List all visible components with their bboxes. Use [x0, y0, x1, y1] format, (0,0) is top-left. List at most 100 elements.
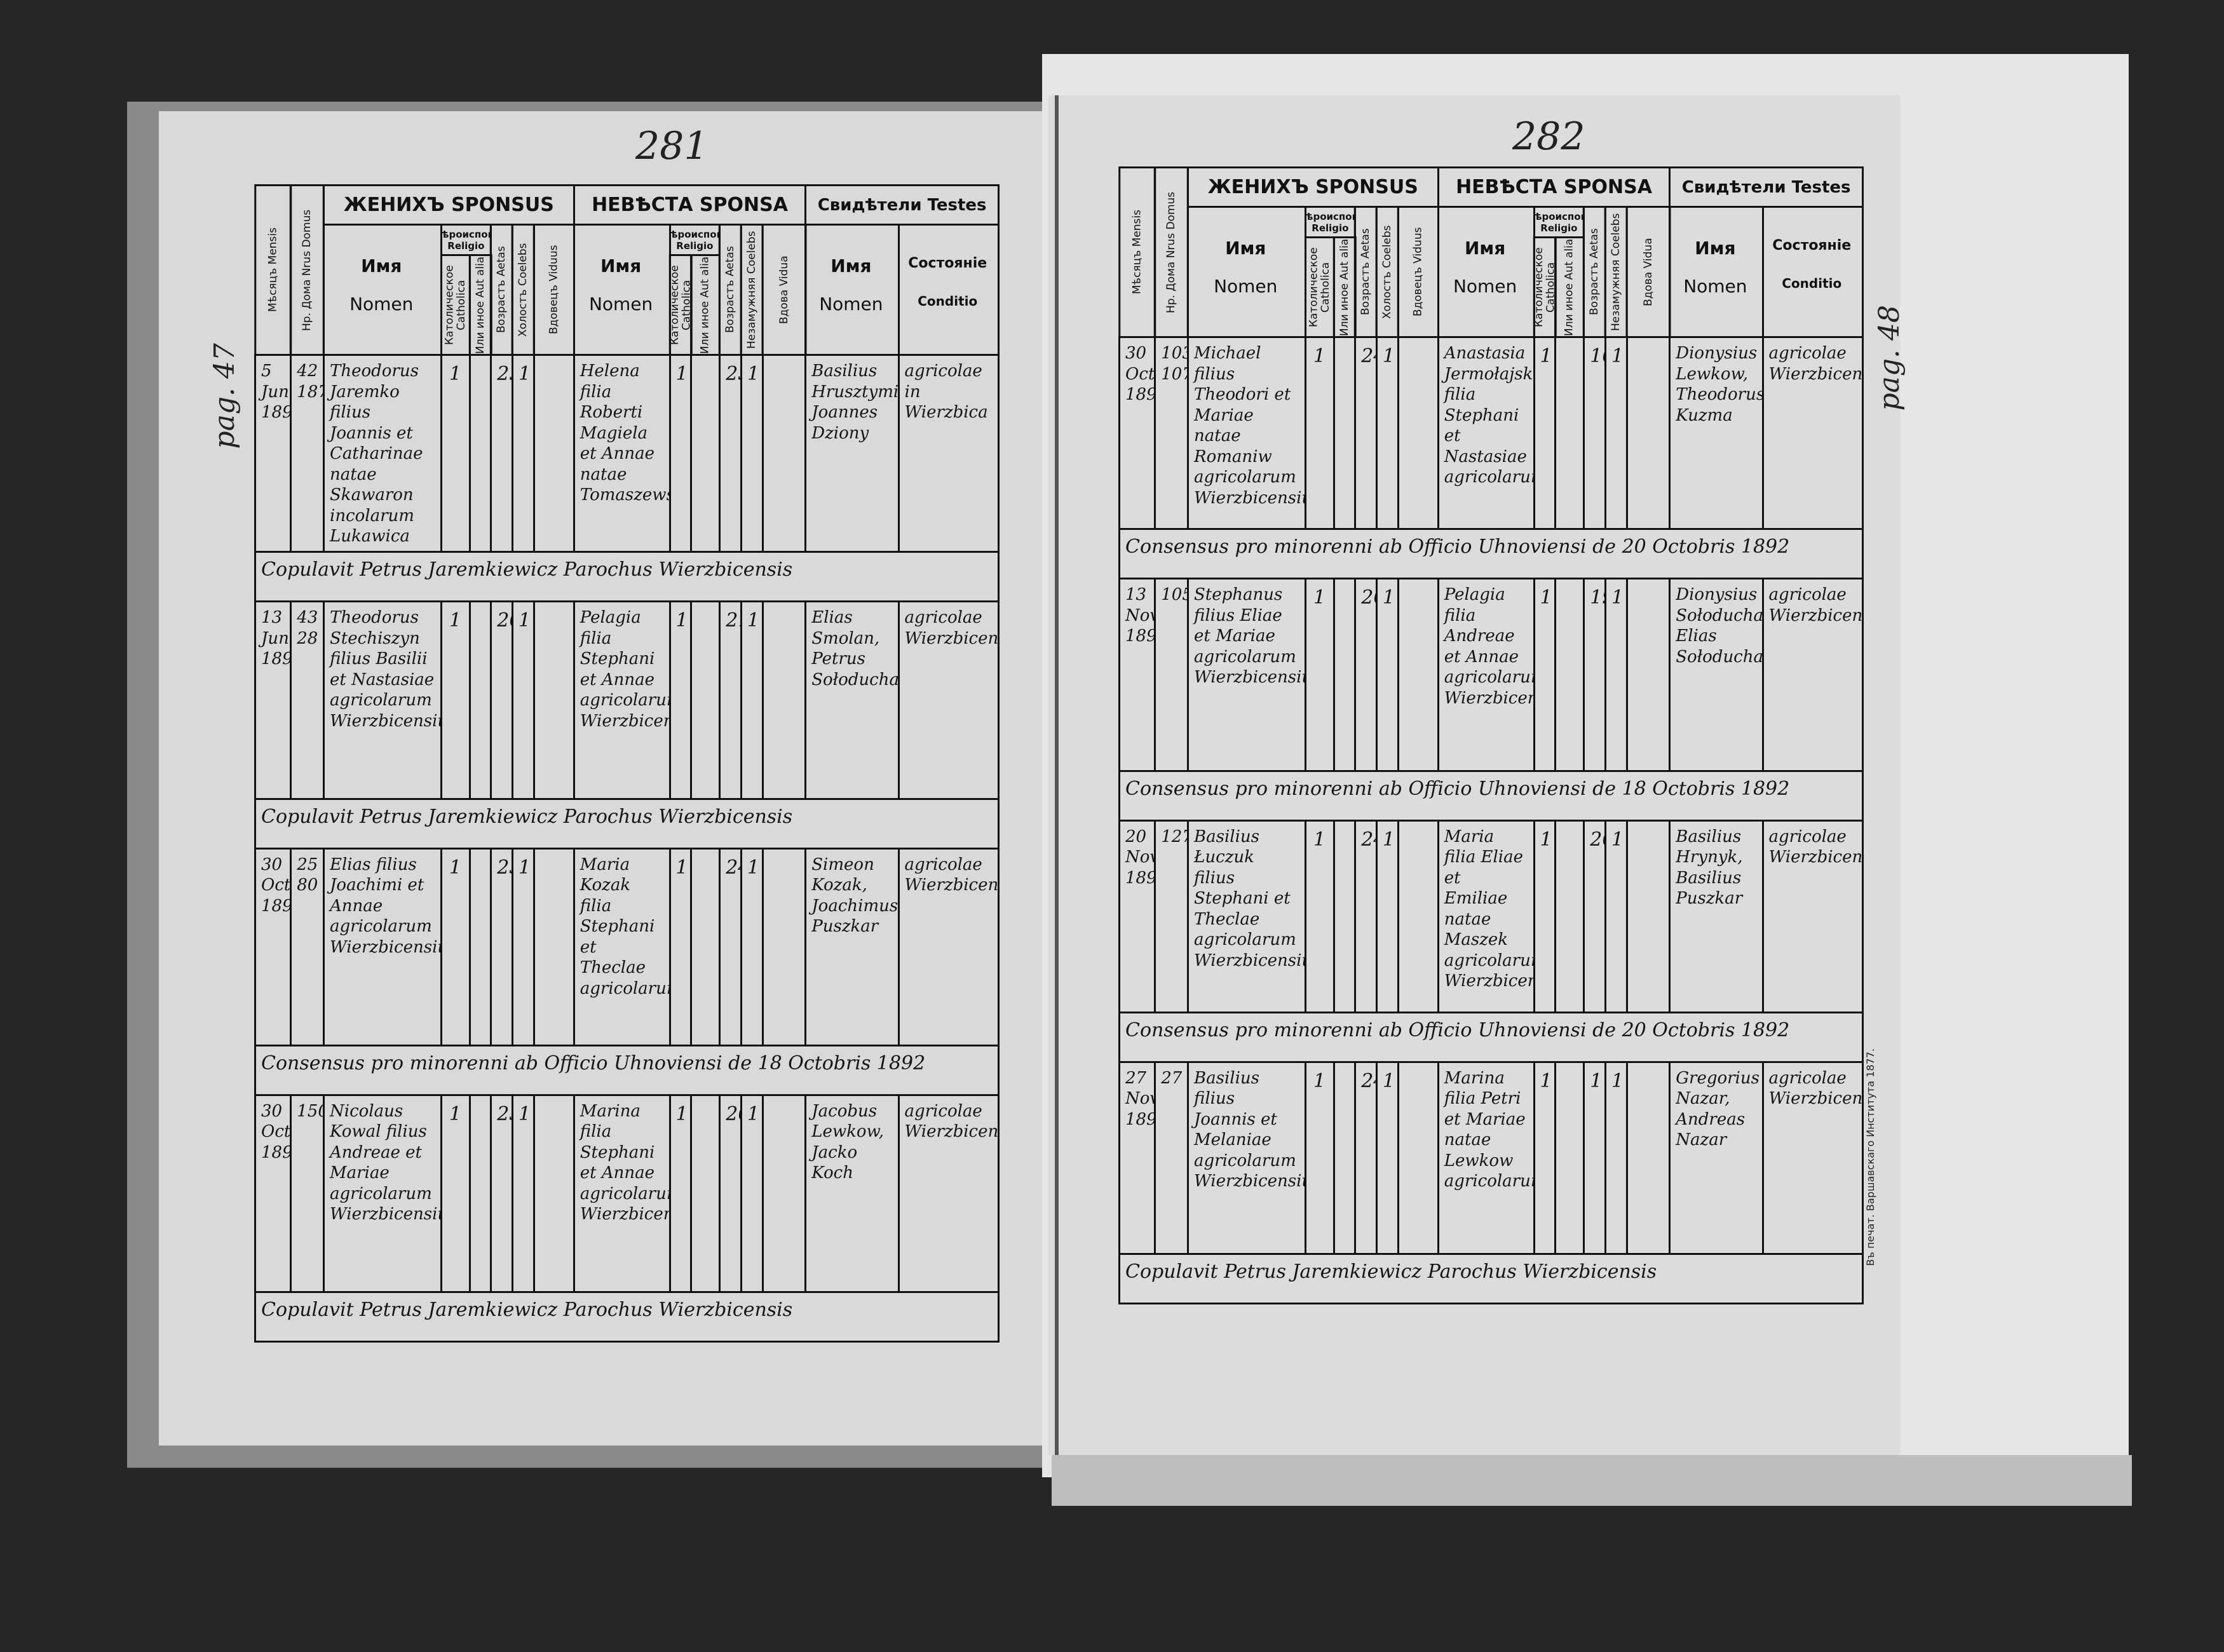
header-name-cell: [804, 224, 900, 356]
entry-month: 30 Octobris 1892: [254, 847, 292, 1046]
entry-witnesses: Basilius Hrynyk, Basilius Puszkar: [1669, 819, 1764, 1013]
entry-empty: [532, 1093, 575, 1293]
left-page: [159, 111, 1061, 1446]
entry-month: 30 Octobris 1892: [1118, 336, 1156, 531]
entry-groom: Theodorus Stechiszyn filius Basilii et N…: [323, 600, 442, 800]
header-religio: Вѣроиспов. Religio: [440, 224, 492, 256]
header-alia: Или иное Aut alia: [1554, 236, 1585, 338]
header-alia: Или иное Aut alia: [1332, 236, 1357, 338]
header-name: Имя: [600, 255, 642, 276]
entry-groom-coelebs: 1: [1376, 819, 1399, 1013]
entry-domus: 25 80: [290, 847, 325, 1046]
header-alia: Или иное Aut alia: [690, 254, 721, 356]
header-nomen: Nomen: [588, 294, 653, 315]
entry-bride-catholica: 1: [1533, 1060, 1557, 1255]
entry-note: Copulavit Petrus Jaremkiewicz Parochus W…: [254, 1291, 1000, 1343]
entry-groom-aetas: 24: [1354, 336, 1378, 531]
header-name-cell: [323, 224, 442, 356]
header-aetas: Возрастъ Aetas: [1583, 206, 1606, 338]
entry-groom: Michael filius Theodori et Mariae natae …: [1187, 336, 1306, 531]
entry-bride-aetas: 16: [1583, 336, 1606, 531]
entry-bride-aetas: 24: [719, 847, 742, 1046]
header-name: Имя: [361, 255, 402, 276]
entry-bride-aetas: 23: [719, 354, 742, 553]
entry-groom-aetas: 23: [490, 847, 513, 1046]
header-name: Имя: [1225, 238, 1266, 259]
entry-groom-coelebs: 1: [512, 847, 535, 1046]
entry-empty: [1625, 819, 1671, 1013]
entry-empty: [1625, 336, 1671, 531]
entry-witnesses: Dionysius Sołoducha, Elias Sołoducha: [1669, 578, 1764, 772]
entry-groom-aetas: 24: [1354, 819, 1378, 1013]
entry-empty: [468, 354, 492, 553]
header-aetas: Возрастъ Aetas: [490, 224, 513, 356]
entry-groom-catholica: 1: [1304, 578, 1335, 772]
entry-domus: 103 107: [1154, 336, 1189, 531]
entry-note: Consensus pro minorenni ab Officio Uhnov…: [254, 1044, 1000, 1096]
entry-groom-coelebs: 1: [1376, 578, 1399, 772]
header-conditio-cell: [897, 224, 1000, 356]
header-nomen: Nomen: [349, 294, 414, 315]
entry-empty: [468, 847, 492, 1046]
entry-groom-coelebs: 1: [1376, 1060, 1399, 1255]
header-sponsa: НЕВѢСТА SPONSA: [573, 184, 807, 226]
entry-empty: [532, 354, 575, 553]
header-sostoyanie: Состояніе: [908, 255, 987, 271]
entry-empty: [1397, 1060, 1439, 1255]
header-catholica: Католическое Catholica: [1533, 236, 1557, 338]
entry-witnesses: Basilius Hrusztymiec, Joannes Dziony: [804, 354, 900, 553]
header-catholica: Католическое Catholica: [440, 254, 471, 356]
entry-groom-catholica: 1: [440, 354, 471, 553]
right-page: [1048, 95, 1900, 1455]
entry-empty: [1397, 819, 1439, 1013]
entry-bride-catholica: 1: [1533, 578, 1557, 772]
entry-empty: [1554, 336, 1585, 531]
entry-domus: 42 187: [290, 354, 325, 553]
header-aetas: Возрастъ Aetas: [1354, 206, 1378, 338]
entry-groom-aetas: 20: [490, 600, 513, 800]
entry-empty: [1625, 578, 1671, 772]
entry-bride-coelebs: 1: [740, 354, 764, 553]
entry-domus: 43 28: [290, 600, 325, 800]
entry-empty: [468, 1093, 492, 1293]
entry-empty: [1397, 336, 1439, 531]
entry-bride: Marina filia Petri et Mariae natae Lewko…: [1437, 1060, 1535, 1255]
entry-month: 5 Junii 1892: [254, 354, 292, 553]
entry-bride-catholica: 1: [1533, 336, 1557, 531]
margin-note: pag. 48: [1873, 305, 1906, 411]
entry-groom-coelebs: 1: [512, 354, 535, 553]
entry-empty: [1397, 578, 1439, 772]
entry-groom-aetas: 25: [490, 354, 513, 553]
entry-note: Copulavit Petrus Jaremkiewicz Parochus W…: [254, 551, 1000, 603]
entry-empty: [690, 600, 721, 800]
header-religio: Вѣроиспов. Religio: [1304, 206, 1357, 238]
entry-bride: Anastasia Jermołajska filia Stephani et …: [1437, 336, 1535, 531]
header-viduus: Вдовецъ Viduus: [1397, 206, 1439, 338]
entry-bride: Helena filia Roberti Magiela et Annae na…: [573, 354, 671, 553]
entry-groom-catholica: 1: [440, 847, 471, 1046]
entry-bride-coelebs: 1: [740, 847, 764, 1046]
entry-bride-aetas: 20: [1583, 819, 1606, 1013]
entry-empty: [1554, 1060, 1585, 1255]
header-religio: Вѣроиспов. Religio: [668, 224, 721, 256]
entry-empty: [1625, 1060, 1671, 1255]
header-name-cell: [573, 224, 671, 356]
entry-domus: 150: [290, 1093, 325, 1293]
header-religio: Вѣроиспов. Religio: [1533, 206, 1585, 238]
entry-witnesses: Dionysius Lewkow, Theodorus Kuzma: [1669, 336, 1764, 531]
entry-groom-aetas: 24: [1354, 1060, 1378, 1255]
header-conditio: Conditio: [1782, 276, 1842, 291]
entry-groom-coelebs: 1: [512, 600, 535, 800]
entry-bride-coelebs: 1: [740, 1093, 764, 1293]
entry-groom-aetas: 20: [1354, 578, 1378, 772]
header-nomen: Nomen: [1683, 276, 1747, 297]
entry-witnesses: Jacobus Lewkow, Jacko Koch: [804, 1093, 900, 1293]
entry-groom-coelebs: 1: [512, 1093, 535, 1293]
entry-bride: Maria Kozak filia Stephani et Theclae ag…: [573, 847, 671, 1046]
entry-bride-coelebs: 1: [1604, 336, 1628, 531]
entry-groom-aetas: 23: [490, 1093, 513, 1293]
entry-conditio: agricolae in Wierzbica: [897, 354, 1000, 553]
entry-bride-coelebs: 1: [1604, 819, 1628, 1013]
page-edge: [1052, 1455, 2132, 1506]
header-nomen: Nomen: [1214, 276, 1278, 297]
